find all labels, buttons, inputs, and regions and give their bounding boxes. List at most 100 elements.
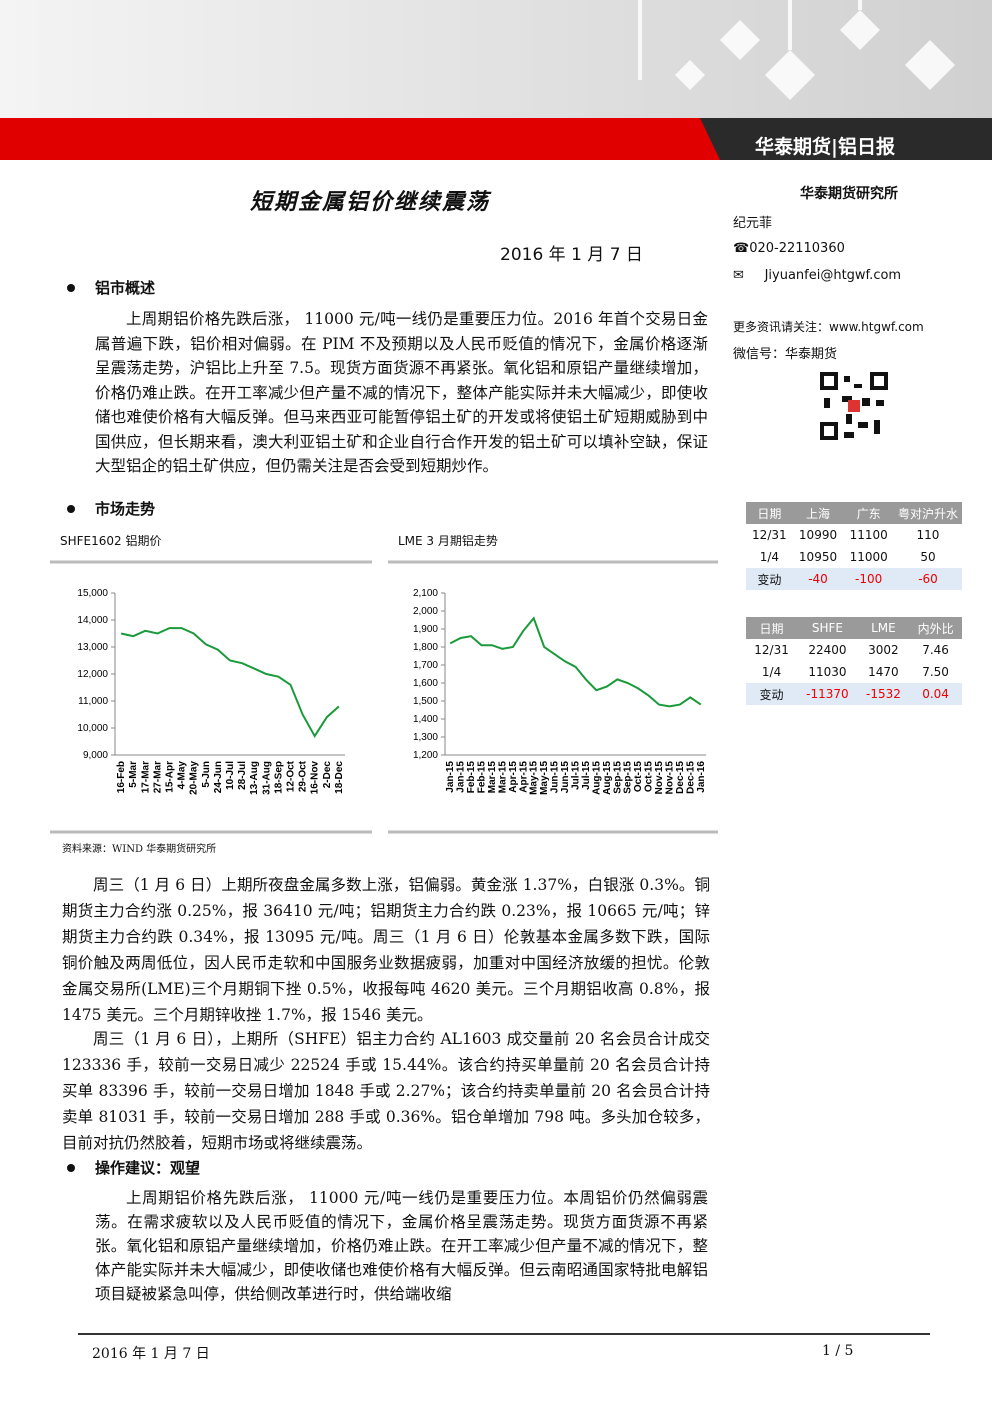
x-tick-label: 17-Mar [140, 761, 151, 793]
paragraph: 周三（1 月 6 日）上期所夜盘金属多数上涨，铝偏弱。黄金涨 1.37%，白银涨… [62, 876, 710, 1024]
x-tick-label: 4-May [177, 761, 188, 790]
y-tick-label: 1,700 [413, 660, 438, 671]
table-cell: 11030 [808, 665, 847, 679]
table-cell: -1532 [866, 687, 901, 701]
y-tick-label: 1,900 [413, 624, 438, 635]
x-tick-label: 5-Mar [128, 761, 139, 788]
table-cell: 110 [916, 528, 940, 542]
x-tick-label: 16-Nov [310, 761, 321, 795]
table-cell: 12/31 [752, 528, 787, 542]
section-heading: 铝市概述 [66, 279, 156, 297]
footer-date: 2016 年 1 月 7 日 [92, 1346, 210, 1362]
y-tick-label: 2,100 [413, 588, 438, 599]
x-tick-label: Nov-15 [654, 761, 665, 795]
source: 资料来源：WIND 华泰期货研究所 [62, 844, 217, 855]
x-tick-label: 24-Jun [213, 761, 224, 793]
y-tick-label: 1,300 [413, 732, 438, 743]
table-cell: 1470 [868, 665, 899, 679]
email: Jiyuanfei@htgwf.com [764, 268, 902, 283]
x-tick-label: 5-Jun [201, 761, 212, 788]
table-cell: 3002 [868, 643, 899, 657]
x-tick-label: Nov-15 [664, 761, 675, 795]
table-cell: 广东 [856, 506, 881, 521]
table-cell: -100 [855, 572, 883, 586]
x-tick-label: Aug-15 [591, 761, 602, 795]
x-tick-label: Jan-15 [445, 761, 456, 793]
table-cell: 50 [920, 550, 936, 564]
y-tick-label: 12,000 [77, 669, 108, 680]
chart-lme: 1,200 1,300 1,400 1,500 1,600 1,700 1,800 1,900… [388, 560, 718, 834]
x-tick-label: 12-Oct [286, 760, 297, 792]
analyst: 纪元菲 [733, 216, 773, 231]
table-row: 1/4 10950 11000 50 [746, 546, 962, 568]
table-cell: LME [871, 621, 896, 635]
paragraph: 上周期铝价格先跌后涨， 11000 元/吨一线仍是重要压力位。2016 年首个交… [95, 310, 708, 475]
table-cell: -11370 [806, 687, 849, 701]
table-cell: 1/4 [759, 550, 779, 564]
banner [0, 0, 992, 160]
table-cell: -60 [918, 572, 938, 586]
table-cell: 日期 [757, 506, 782, 521]
x-tick-label: Sep-15 [612, 761, 623, 794]
table-cell: 1/4 [761, 665, 782, 679]
x-tick-label: 31-Aug [261, 761, 272, 795]
table-row: 日期 SHFE LME 内外比 [746, 617, 962, 639]
x-tick-label: 18-Sep [273, 761, 284, 794]
title: 短期金属铝价继续震荡 [250, 189, 491, 215]
phone-number: 020-22110360 [749, 241, 845, 256]
chart-title: SHFE1602 铝期价 [60, 534, 162, 548]
x-tick-label: May-15 [539, 761, 550, 795]
y-tick-label: 14,000 [77, 615, 108, 626]
qr-code [818, 370, 890, 442]
y-tick-label: 1,400 [413, 714, 438, 725]
table-cell: 12/31 [754, 643, 789, 657]
y-tick-label: 15,000 [77, 588, 108, 599]
table-row: 日期 上海 广东 粤对沪升水 [746, 502, 962, 524]
y-tick-label: 2,000 [413, 606, 438, 617]
y-tick-label: 1,200 [413, 750, 438, 761]
date: 2016 年 1 月 7 日 [500, 245, 643, 265]
table-cell: 7.50 [922, 665, 949, 679]
x-tick-label: Feb-15 [477, 761, 488, 794]
x-tick-label: 29-Oct [298, 760, 309, 792]
institute: 华泰期货研究所 [800, 186, 898, 202]
x-tick-label: Apr-15 [518, 761, 529, 793]
email-row: ✉ Jiyuanfei@htgwf.com [733, 268, 902, 283]
x-tick-label: Oct-15 [633, 761, 644, 793]
paragraph: 周三（1 月 6 日），上期所（SHFE）铝主力合约 AL1603 成交量前 2… [62, 1030, 710, 1152]
table-cell: -40 [808, 572, 828, 586]
y-tick-label: 1,800 [413, 642, 438, 653]
chart-shfe: 9,000 10,000 11,000 12,000 13,000 14,000 15,00… [50, 560, 372, 834]
wechat: 微信号：华泰期货 [733, 347, 838, 362]
table-cell: 内外比 [917, 621, 954, 636]
section-heading: 市场走势 [66, 500, 156, 518]
table-cell: 10950 [798, 550, 838, 564]
x-tick-label: Jul-15 [581, 761, 592, 790]
page-number: 1 / 5 [822, 1343, 854, 1359]
x-tick-label: Jun-15 [560, 761, 571, 794]
chart-title: LME 3 月期铝走势 [398, 534, 498, 548]
footer-rule [78, 1333, 930, 1335]
x-tick-label: 10-Jul [225, 761, 236, 790]
table-cell: 粤对沪升水 [897, 506, 958, 521]
table-cell: SHFE [811, 621, 843, 635]
price-table: 日期 上海 广东 粤对沪升水 12/31 10990 11100 110 1/4 10950 110… [746, 502, 962, 590]
x-tick-label: 27-Mar [152, 761, 163, 793]
x-tick-label: 16-Feb [116, 761, 127, 793]
section-heading: 操作建议：观望 [66, 1159, 201, 1177]
x-tick-label: 18-Dec [334, 761, 345, 794]
x-tick-label: Aug-15 [602, 761, 613, 795]
table-cell: 日期 [759, 621, 784, 636]
more-info: 更多资讯请关注：www.htgwf.com [733, 320, 924, 334]
y-tick-label: 10,000 [77, 723, 108, 734]
x-tick-label: 15-Apr [164, 761, 175, 793]
price-line [120, 627, 340, 739]
x-tick-label: Mar-15 [487, 761, 498, 794]
table-row: 变动 -11370 -1532 0.04 [746, 683, 962, 705]
x-tick-label: Apr-15 [508, 761, 519, 793]
table-cell: 11100 [849, 528, 888, 542]
y-tick-label: 9,000 [83, 750, 108, 761]
phone: ☎020-22110360 [733, 241, 845, 256]
x-tick-label: Mar-15 [497, 761, 508, 794]
